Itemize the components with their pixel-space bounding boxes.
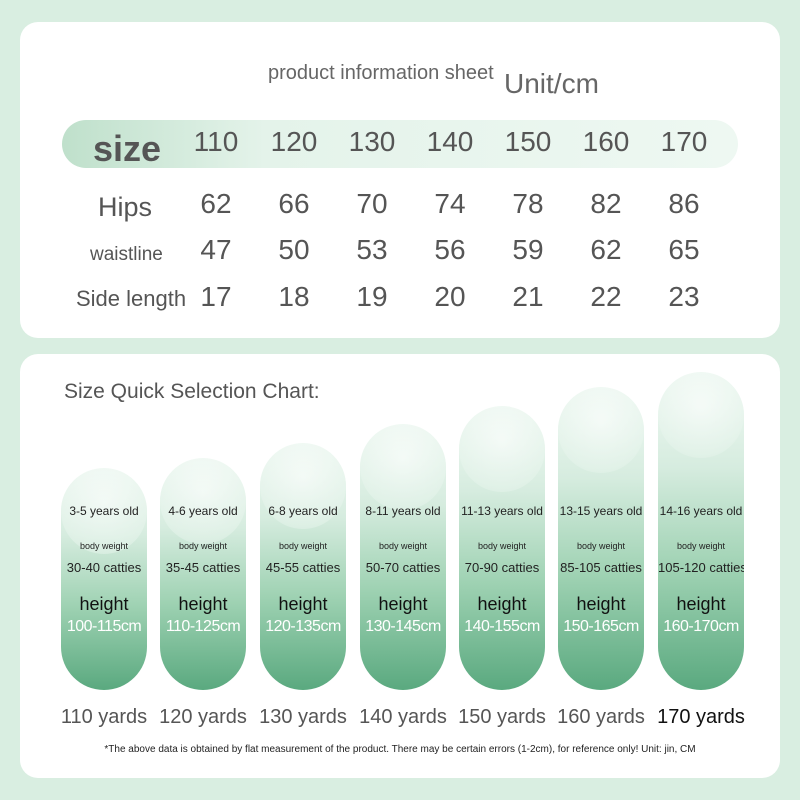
size-pill: 6-8 years old body weight 45-55 catties hei…: [260, 443, 346, 690]
pill-body-weight-label: body weight: [477, 541, 527, 551]
pill-age: 14-16 years old: [659, 504, 743, 518]
row-label-side-length: Side length: [76, 286, 187, 311]
yard-label: 150 yards: [458, 706, 546, 728]
cell-side-length: 23: [668, 281, 700, 312]
yard-label: 140 yards: [359, 706, 447, 728]
product-info-card: product information sheet Unit/cm size H…: [20, 22, 780, 338]
pill-body-weight-label: body weight: [178, 541, 228, 551]
cell-size: 110: [193, 126, 239, 157]
pill-age: 8-11 years old: [365, 504, 441, 518]
yard-label: 130 yards: [259, 706, 347, 728]
pill-weight: 35-45 catties: [165, 560, 241, 575]
pill-height-label: height: [278, 594, 328, 614]
pill-body-weight-label: body weight: [378, 541, 428, 551]
size-row-highlight: [62, 120, 738, 168]
row-label-size: size: [93, 128, 162, 169]
cell-waistline: 56: [434, 234, 466, 265]
row-label-hips: Hips: [98, 192, 153, 222]
sheet-title: product information sheet: [268, 62, 494, 84]
pill-height: 130-145cm: [365, 618, 441, 635]
pill-age: 13-15 years old: [559, 504, 643, 518]
size-pill: 13-15 years old body weight 85-105 catties…: [558, 387, 644, 690]
pill-height-label: height: [576, 594, 626, 614]
cell-hips: 74: [434, 188, 466, 219]
size-pill: 8-11 years old body weight 50-70 catties he…: [360, 424, 446, 690]
cell-side-length: 17: [200, 281, 232, 312]
cell-size: 160: [582, 126, 630, 157]
cell-side-length: 18: [278, 281, 310, 312]
size-pill: 3-5 years old body weight 30-40 catties hei…: [61, 468, 147, 690]
pill-weight: 70-90 catties: [464, 560, 540, 575]
pill-height-label: height: [178, 594, 228, 614]
unit-label: Unit/cm: [504, 68, 599, 99]
yard-label: 160 yards: [557, 706, 645, 728]
pill-age: 6-8 years old: [268, 504, 338, 518]
cell-size: 130: [348, 126, 396, 157]
cell-hips: 62: [200, 188, 232, 219]
pill-height: 110-125cm: [165, 618, 241, 635]
cell-waistline: 53: [356, 234, 388, 265]
cell-size: 120: [270, 126, 318, 157]
row-label-waistline: waistline: [90, 244, 163, 265]
pill-height: 140-155cm: [464, 618, 540, 635]
cell-hips: 86: [668, 188, 700, 219]
yard-label: 110 yards: [60, 706, 148, 728]
cell-hips: 82: [590, 188, 622, 219]
cell-side-length: 21: [512, 281, 544, 312]
yard-label: 120 yards: [159, 706, 247, 728]
pill-highlight: [360, 424, 446, 510]
pill-height-label: height: [79, 594, 129, 614]
size-pill: 14-16 years old body weight 105-120 cattie…: [658, 372, 744, 690]
cell-hips: 66: [278, 188, 310, 219]
cell-size: 140: [426, 126, 474, 157]
cell-waistline: 47: [200, 234, 232, 265]
cell-side-length: 20: [434, 281, 466, 312]
pill-height: 100-115cm: [66, 618, 142, 635]
pill-body-weight-label: body weight: [79, 541, 129, 551]
pill-height: 150-165cm: [563, 618, 639, 635]
pill-highlight: [558, 387, 644, 473]
pill-weight: 45-55 catties: [265, 560, 341, 575]
cell-hips: 70: [356, 188, 388, 219]
pill-highlight: [260, 443, 346, 529]
pill-height-label: height: [477, 594, 527, 614]
cell-side-length: 22: [590, 281, 622, 312]
cell-waistline: 65: [668, 234, 700, 265]
pill-age: 3-5 years old: [69, 504, 139, 518]
pill-highlight: [459, 406, 545, 492]
pill-weight: 105-120 catties: [658, 560, 744, 575]
pill-highlight: [160, 458, 246, 544]
size-pill: 4-6 years old body weight 35-45 catties hei…: [160, 458, 246, 690]
cell-size: 150: [504, 126, 552, 157]
cell-waistline: 59: [512, 234, 544, 265]
cell-hips: 78: [512, 188, 544, 219]
pill-age: 11-13 years old: [461, 504, 543, 518]
pill-weight: 30-40 catties: [66, 560, 142, 575]
pill-body-weight-label: body weight: [278, 541, 328, 551]
quick-selection-title: Size Quick Selection Chart:: [64, 380, 320, 403]
footnote: *The above data is obtained by flat meas…: [104, 744, 696, 755]
pill-height: 120-135cm: [265, 618, 341, 635]
quick-selection-card: Size Quick Selection Chart: 3-5 years ol…: [20, 354, 780, 778]
cell-waistline: 62: [590, 234, 622, 265]
pill-weight: 50-70 catties: [365, 560, 441, 575]
size-pill: 11-13 years old body weight 70-90 catties h…: [459, 406, 545, 690]
pill-weight: 85-105 catties: [560, 560, 642, 575]
pill-body-weight-label: body weight: [576, 541, 626, 551]
cell-side-length: 19: [356, 281, 388, 312]
pill-body-weight-label: body weight: [676, 541, 726, 551]
pill-height: 160-170cm: [663, 618, 739, 635]
pill-height-label: height: [676, 594, 726, 614]
yard-label: 170 yards: [657, 706, 745, 728]
cell-size: 170: [660, 126, 708, 157]
pill-height-label: height: [378, 594, 428, 614]
cell-waistline: 50: [278, 234, 310, 265]
pill-highlight: [61, 468, 147, 554]
pill-age: 4-6 years old: [168, 504, 238, 518]
pill-highlight: [658, 372, 744, 458]
